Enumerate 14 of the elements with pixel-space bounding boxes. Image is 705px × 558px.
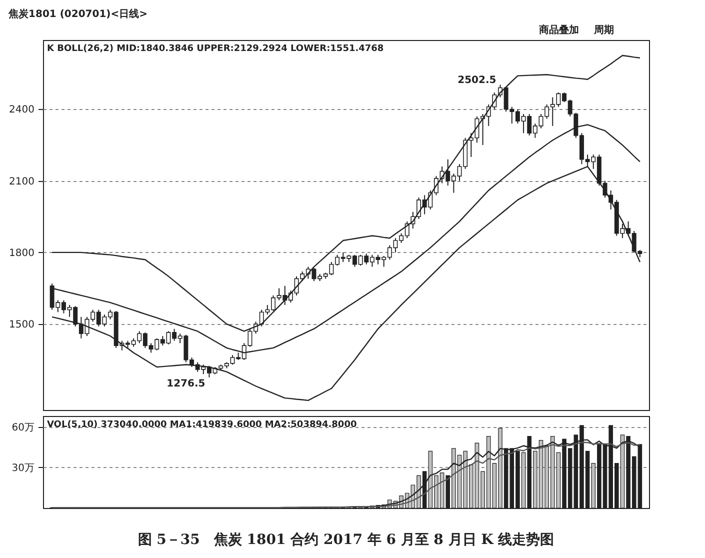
y-tick-label: 2400 (9, 104, 34, 116)
y-tick-label: 1800 (9, 248, 34, 259)
y-tick-label: 1500 (9, 320, 34, 331)
text: 商品叠加 (538, 24, 579, 36)
annotation: VOL(5,10) 373040.0000 MA1:419839.6000 MA2:503894.8000 (47, 420, 357, 430)
y-tick-label: 2100 (9, 176, 34, 188)
y-tick-label: 60万 (12, 422, 34, 434)
annotation: 1276.5 (166, 378, 206, 390)
annotation: K BOLL(26,2) MID:1840.3846 UPPER:2129.2924 LOWER:1551.4768 (47, 44, 384, 54)
caption: 图 5－35 焦炭 1801 合约 2017 年 6 月至 8 月日 K 线走势图 (138, 532, 554, 548)
y-tick-label: 30万 (12, 462, 34, 474)
chart-title: 焦炭1801 (020701)<日线> (8, 8, 148, 20)
annotation: 2502.5 (458, 74, 496, 86)
text: 周期 (593, 24, 614, 36)
